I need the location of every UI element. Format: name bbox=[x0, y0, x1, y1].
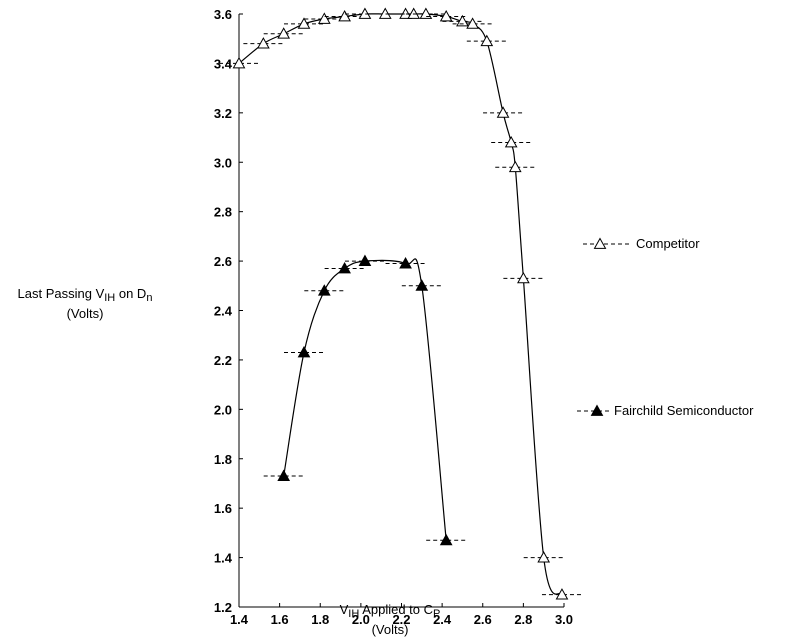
x-tick-label: 1.8 bbox=[311, 612, 329, 627]
x-axis-label-middle: Applied to C bbox=[359, 602, 434, 617]
y-axis-label: Last Passing VIH on Dn (Volts) bbox=[10, 286, 160, 321]
y-axis-label-sub2: n bbox=[146, 292, 153, 304]
data-point-competitor bbox=[419, 7, 433, 19]
data-point-competitor bbox=[232, 56, 246, 69]
data-point-fairchild bbox=[399, 257, 412, 269]
y-tick-label: 1.2 bbox=[214, 600, 232, 615]
y-axis-units: (Volts) bbox=[66, 306, 104, 321]
series-markers bbox=[219, 7, 582, 600]
y-tick-label: 1.8 bbox=[214, 452, 232, 467]
data-point-competitor bbox=[338, 9, 351, 22]
x-tick-label: 2.6 bbox=[474, 612, 492, 627]
data-point-fairchild bbox=[277, 469, 291, 481]
y-axis-label-prefix: Last Passing V bbox=[17, 286, 105, 301]
axes bbox=[238, 14, 564, 608]
data-point-competitor bbox=[439, 9, 453, 22]
x-axis-label-prefix: V bbox=[339, 602, 349, 617]
x-tick-label: 2.0 bbox=[352, 612, 370, 627]
legend-marker-fairchild bbox=[590, 404, 604, 416]
data-point-competitor bbox=[399, 7, 412, 19]
data-point-competitor bbox=[496, 106, 510, 118]
data-point-fairchild bbox=[415, 279, 429, 291]
y-ticks: 1.2 1.4 1.6 1.8 2.0 2.2 2.4 2.6 2.8 3.0 3.2 3.4 3.6 bbox=[214, 7, 243, 615]
y-tick-label: 3.6 bbox=[214, 7, 232, 22]
y-tick-label: 2.0 bbox=[214, 402, 232, 417]
x-axis-label-sub2: P bbox=[433, 608, 441, 620]
legend-label-fairchild: Fairchild Semiconductor bbox=[614, 403, 754, 418]
data-point-competitor bbox=[358, 7, 372, 19]
data-point-competitor bbox=[555, 588, 569, 600]
data-point-fairchild bbox=[358, 254, 372, 266]
x-axis-label-sub1: IH bbox=[348, 608, 360, 620]
data-point-competitor bbox=[277, 27, 291, 39]
y-tick-label: 1.4 bbox=[214, 551, 233, 566]
x-tick-label: 2.4 bbox=[433, 612, 452, 627]
series-line-competitor bbox=[238, 13, 563, 596]
y-axis-label-sub1: IH bbox=[104, 292, 116, 304]
y-tick-label: 1.6 bbox=[214, 501, 232, 516]
x-tick-label: 1.4 bbox=[230, 612, 249, 627]
data-point-fairchild bbox=[439, 533, 453, 546]
y-tick-label: 2.6 bbox=[214, 254, 232, 269]
legend-marks bbox=[577, 237, 629, 416]
data-point-competitor bbox=[317, 12, 331, 24]
y-tick-label: 3.2 bbox=[214, 106, 232, 121]
data-point-competitor bbox=[257, 37, 270, 49]
y-tick-label: 2.8 bbox=[214, 205, 232, 220]
y-tick-label: 2.2 bbox=[214, 353, 232, 368]
x-tick-label: 2.8 bbox=[514, 612, 532, 627]
legend-marker-competitor bbox=[593, 237, 607, 249]
series-line-fairchild bbox=[283, 258, 447, 541]
legend-label-competitor: Competitor bbox=[636, 236, 700, 251]
data-point-competitor bbox=[480, 34, 494, 47]
y-tick-label: 2.4 bbox=[214, 304, 233, 319]
data-point-competitor bbox=[504, 135, 518, 148]
y-tick-label: 3.0 bbox=[214, 155, 232, 170]
data-point-competitor bbox=[378, 7, 392, 19]
data-point-competitor bbox=[508, 160, 522, 173]
data-point-competitor bbox=[407, 7, 421, 19]
series-lines bbox=[238, 13, 563, 596]
x-tick-label: 3.0 bbox=[555, 612, 573, 627]
y-axis-label-middle: on D bbox=[115, 286, 147, 301]
data-point-competitor bbox=[517, 271, 530, 284]
data-point-fairchild bbox=[317, 284, 331, 296]
x-axis-label: VIH Applied to CP (Volts) bbox=[260, 602, 520, 637]
data-point-fairchild bbox=[338, 261, 351, 274]
x-axis-units: (Volts) bbox=[371, 622, 409, 637]
x-tick-label: 2.2 bbox=[392, 612, 410, 627]
data-point-competitor bbox=[537, 551, 551, 563]
data-point-competitor bbox=[466, 17, 479, 29]
data-point-competitor bbox=[297, 17, 311, 29]
y-tick-label: 3.4 bbox=[214, 56, 233, 71]
data-point-fairchild bbox=[297, 345, 311, 358]
x-tick-label: 1.6 bbox=[271, 612, 289, 627]
data-point-competitor bbox=[456, 14, 469, 27]
x-ticks: 1.4 1.6 1.8 2.0 2.2 2.4 2.6 2.8 3.0 bbox=[230, 603, 573, 627]
